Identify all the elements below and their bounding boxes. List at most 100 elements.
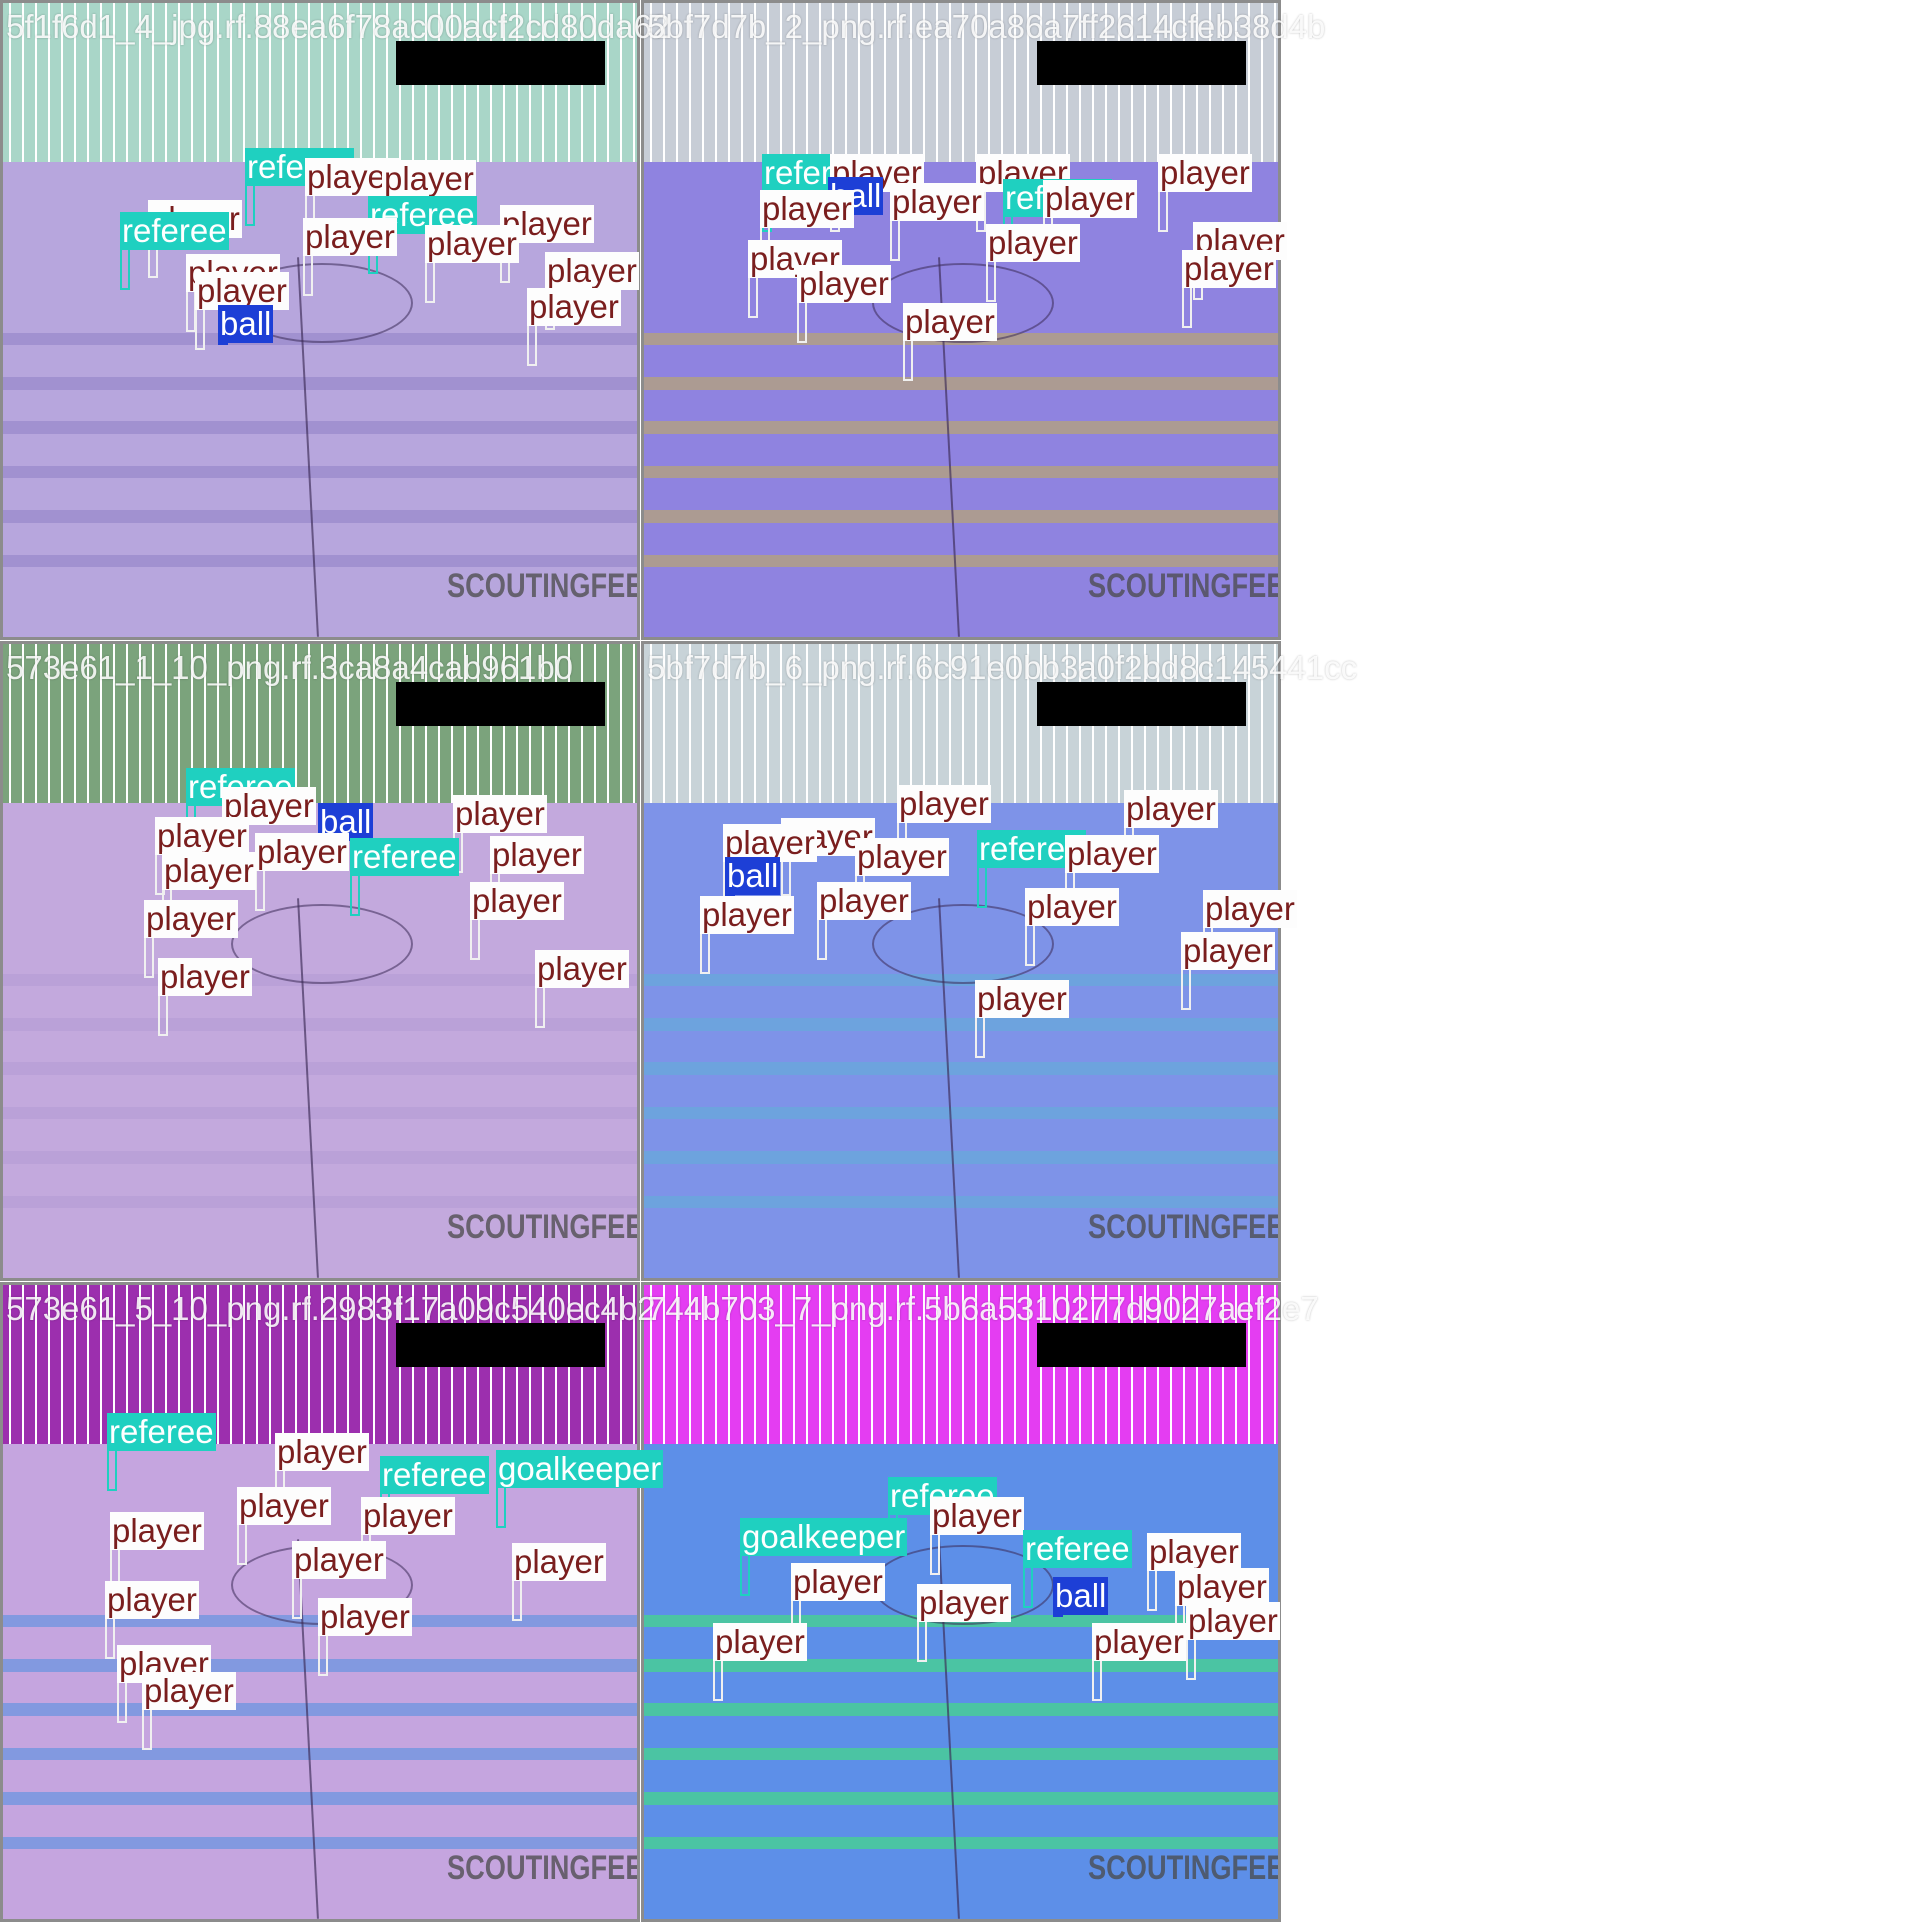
pitch-stripe <box>644 554 1278 568</box>
ball-label: ball <box>218 305 274 343</box>
watermark: SCOUTINGFEED <box>1087 567 1278 606</box>
pitch-stripe <box>644 377 1278 390</box>
image-tile: SCOUTINGFEED <box>641 1282 1281 1922</box>
redaction-bar <box>396 41 606 86</box>
player-label: player <box>470 882 564 920</box>
player-label: player <box>237 1487 331 1525</box>
player-label: player <box>453 795 547 833</box>
pitch-stripe <box>3 1062 637 1076</box>
player-label: player <box>700 896 794 934</box>
player-label: player <box>512 1543 606 1581</box>
player-label: player <box>817 882 911 920</box>
referee-label: referee <box>1023 1530 1132 1568</box>
player-label: player <box>361 1497 455 1535</box>
player-label: player <box>425 225 519 263</box>
referee-label: referee <box>120 212 229 250</box>
pitch-stripe <box>644 1659 1278 1672</box>
player-label: player <box>535 950 629 988</box>
player-label: player <box>1203 890 1297 928</box>
pitch-stripe <box>644 1195 1278 1209</box>
pitch-stripe <box>644 465 1278 479</box>
redaction-bar <box>1037 682 1247 727</box>
pitch-stripe <box>3 1106 637 1120</box>
goalkeeper-label: goalkeeper <box>496 1450 664 1488</box>
watermark: SCOUTINGFEED <box>446 1208 637 1247</box>
player-label: player <box>1043 180 1137 218</box>
player-label: player <box>791 1563 885 1601</box>
redaction-bar <box>1037 1323 1247 1368</box>
pitch-stripe <box>644 1151 1278 1164</box>
referee-label: referee <box>350 838 459 876</box>
pitch-stripe <box>644 421 1278 435</box>
player-label: player <box>303 218 397 256</box>
player-label: player <box>318 1598 412 1636</box>
player-label: player <box>917 1584 1011 1622</box>
player-label: player <box>975 980 1069 1018</box>
center-circle <box>872 262 1054 344</box>
player-label: player <box>158 958 252 996</box>
watermark: SCOUTINGFEED <box>446 1849 637 1888</box>
pitch-stripe <box>644 1106 1278 1120</box>
pitch-stripe <box>3 1151 637 1164</box>
image-filename: 744b703_7_png.rf.5b6a5310277d9027aef2e7 <box>647 1290 1319 1327</box>
player-label: player <box>1175 1568 1269 1606</box>
player-label: player <box>490 836 584 874</box>
pitch-stripe <box>3 510 637 523</box>
image-filename: 5bf7d7b_6_png.rf.6c91e0bb3a0f2bd8c145441… <box>647 649 1358 686</box>
player-label: player <box>797 265 891 303</box>
player-label: player <box>897 785 991 823</box>
pitch-stripe <box>644 1792 1278 1805</box>
referee-label: referee <box>888 1477 997 1515</box>
pitch-stripe <box>3 554 637 568</box>
player-label: player <box>527 288 621 326</box>
redaction-bar <box>396 1323 606 1368</box>
watermark: SCOUTINGFEED <box>446 567 637 606</box>
player-label: player <box>292 1541 386 1579</box>
goalkeeper-label: goalkeeper <box>740 1518 908 1556</box>
player-label: player <box>1147 1533 1241 1571</box>
player-label: player <box>144 900 238 938</box>
image-filename: 573e61_5_10_png.rf.2983f17a09c540ec4b2 <box>6 1290 656 1327</box>
pitch-stripe <box>644 1018 1278 1031</box>
player-label: player <box>195 272 289 310</box>
pitch-stripe <box>644 1747 1278 1761</box>
center-circle <box>231 903 413 985</box>
pitch-stripe <box>3 1195 637 1209</box>
watermark: SCOUTINGFEED <box>1087 1208 1278 1247</box>
player-label: player <box>545 252 639 290</box>
watermark: SCOUTINGFEED <box>1087 1849 1278 1888</box>
player-label: player <box>255 833 349 871</box>
player-label: player <box>110 1512 204 1550</box>
pitch-stripe <box>3 1792 637 1805</box>
ball-label: ball <box>1053 1577 1109 1615</box>
player-label: player <box>1186 1602 1280 1640</box>
redaction-bar <box>396 682 606 727</box>
ball-label: ball <box>725 857 781 895</box>
player-label: player <box>986 224 1080 262</box>
player-label: player <box>382 160 476 198</box>
player-label: player <box>1124 790 1218 828</box>
player-label: player <box>1182 250 1276 288</box>
pitch-stripe <box>3 1018 637 1031</box>
player-label: player <box>1181 932 1275 970</box>
player-label: player <box>903 303 997 341</box>
player-label: player <box>760 190 854 228</box>
player-label: player <box>142 1672 236 1710</box>
pitch-stripe <box>3 377 637 390</box>
player-label: player <box>275 1433 369 1471</box>
player-label: player <box>105 1581 199 1619</box>
player-label: player <box>155 817 249 855</box>
image-filename: 5f1f6d1_4_jpg.rf.88ea6f78ac00acf2cd80da6… <box>6 8 671 45</box>
player-label: player <box>1025 888 1119 926</box>
pitch-stripe <box>3 1747 637 1761</box>
redaction-bar <box>1037 41 1247 86</box>
player-label: player <box>930 1497 1024 1535</box>
image-tile: SCOUTINGFEED <box>641 641 1281 1281</box>
referee-label: referee <box>107 1413 216 1451</box>
player-label: player <box>713 1623 807 1661</box>
pitch-stripe <box>644 510 1278 523</box>
pitch-stripe <box>3 1836 637 1850</box>
pitch-stripe <box>3 1703 637 1717</box>
pitch-stripe <box>3 465 637 479</box>
